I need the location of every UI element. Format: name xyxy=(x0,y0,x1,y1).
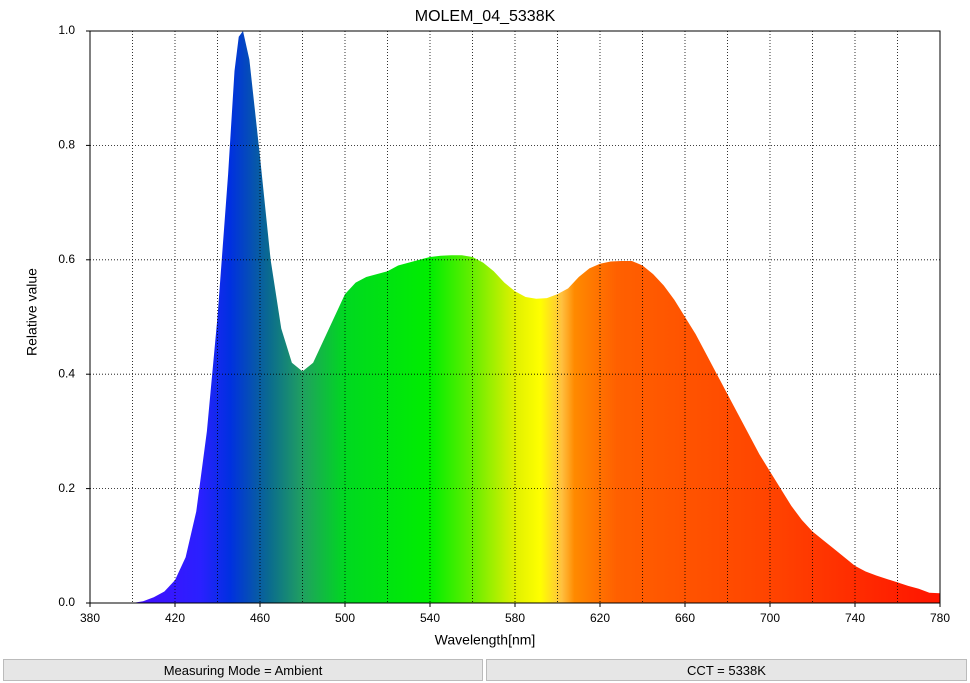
chart: MOLEM_04_5338K Wavelength[nm] Relative v… xyxy=(24,8,951,648)
x-tick-label: 620 xyxy=(590,611,610,625)
x-tick-label: 540 xyxy=(420,611,440,625)
x-tick-label: 580 xyxy=(505,611,525,625)
x-tick-label: 660 xyxy=(675,611,695,625)
x-tick-label: 780 xyxy=(930,611,950,625)
y-tick-label: 1.0 xyxy=(58,23,75,37)
y-tick-label: 0.4 xyxy=(58,366,75,380)
x-tick-label: 740 xyxy=(845,611,865,625)
x-tick-label: 380 xyxy=(80,611,100,625)
y-tick-label: 0.2 xyxy=(58,481,75,495)
x-tick-label: 700 xyxy=(760,611,780,625)
x-tick-label: 420 xyxy=(165,611,185,625)
chart-title: MOLEM_04_5338K xyxy=(415,8,556,25)
x-tick-label: 500 xyxy=(335,611,355,625)
cct-button[interactable]: CCT = 5338K xyxy=(486,659,967,681)
x-axis-label: Wavelength[nm] xyxy=(435,632,536,648)
plot-frame xyxy=(89,30,941,604)
y-tick-label: 0.0 xyxy=(58,595,75,609)
y-axis-label: Relative value xyxy=(24,268,40,356)
x-tick-label: 460 xyxy=(250,611,270,625)
measuring-mode-button[interactable]: Measuring Mode = Ambient xyxy=(3,659,483,681)
y-tick-label: 0.8 xyxy=(58,138,75,152)
y-tick-label: 0.6 xyxy=(58,252,75,266)
